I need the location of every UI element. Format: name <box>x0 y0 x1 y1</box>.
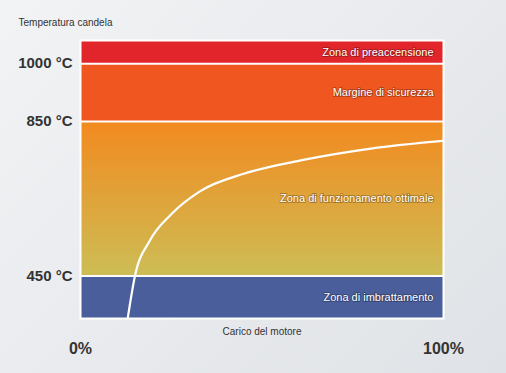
svg-text:850 °C: 850 °C <box>26 112 72 129</box>
svg-text:Zona di imbrattamento: Zona di imbrattamento <box>323 291 433 303</box>
svg-text:100%: 100% <box>423 340 464 357</box>
svg-text:0%: 0% <box>69 340 92 357</box>
svg-text:Carico del motore: Carico del motore <box>223 326 302 337</box>
svg-text:1000 °C: 1000 °C <box>18 54 73 71</box>
svg-text:Zona di preaccensione: Zona di preaccensione <box>322 46 433 58</box>
svg-text:Zona di funzionamento ottimale: Zona di funzionamento ottimale <box>280 192 433 204</box>
svg-text:450 °C: 450 °C <box>26 267 72 284</box>
svg-text:Temperatura candela: Temperatura candela <box>19 17 113 28</box>
svg-text:Margine di sicurezza: Margine di sicurezza <box>333 86 435 98</box>
